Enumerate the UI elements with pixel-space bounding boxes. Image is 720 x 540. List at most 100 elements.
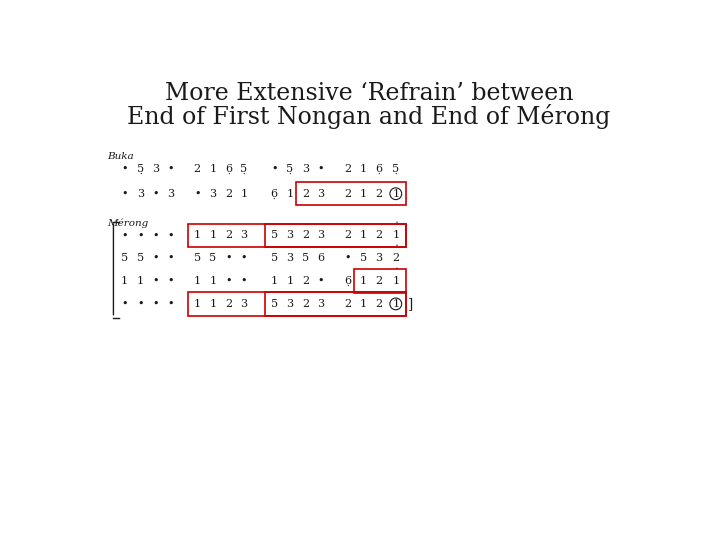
Text: 1: 1 <box>210 276 216 286</box>
Text: 3: 3 <box>137 188 144 199</box>
Text: •: • <box>152 188 158 199</box>
Text: 3: 3 <box>167 188 174 199</box>
Text: •: • <box>122 164 128 174</box>
Text: 6̣: 6̣ <box>225 164 232 174</box>
Text: 6̣: 6̣ <box>376 164 382 174</box>
Text: 1: 1 <box>360 276 367 286</box>
Text: 1: 1 <box>392 276 400 286</box>
Text: 3: 3 <box>210 188 216 199</box>
Text: 5̣: 5̣ <box>392 164 400 174</box>
Text: 3: 3 <box>318 230 325 240</box>
Text: •: • <box>168 230 174 240</box>
Text: 2: 2 <box>194 164 201 174</box>
Text: •: • <box>168 276 174 286</box>
Text: 1: 1 <box>240 188 248 199</box>
Text: 5: 5 <box>137 253 144 263</box>
Text: 5̣: 5̣ <box>137 164 144 174</box>
Text: 1: 1 <box>392 299 400 309</box>
Text: 3: 3 <box>302 164 309 174</box>
Text: 5̣: 5̣ <box>287 164 293 174</box>
Text: 3: 3 <box>318 299 325 309</box>
Text: ˆ: ˆ <box>394 268 397 276</box>
Text: 1: 1 <box>194 230 201 240</box>
Text: 1: 1 <box>360 188 367 199</box>
Text: •: • <box>168 253 174 263</box>
Text: 5: 5 <box>210 253 216 263</box>
Bar <box>265 292 406 315</box>
Text: •: • <box>345 253 351 263</box>
Text: 5: 5 <box>194 253 201 263</box>
Text: 2: 2 <box>392 253 400 263</box>
Text: •: • <box>168 164 174 174</box>
Text: 1: 1 <box>287 276 293 286</box>
Text: 2: 2 <box>302 230 309 240</box>
Text: 3: 3 <box>376 253 382 263</box>
Text: •: • <box>240 276 247 286</box>
Bar <box>188 224 406 247</box>
Text: •: • <box>152 230 158 240</box>
Text: 3: 3 <box>240 230 248 240</box>
Text: 1: 1 <box>194 276 201 286</box>
Text: 1: 1 <box>121 276 128 286</box>
Text: 6: 6 <box>318 253 325 263</box>
Text: 2: 2 <box>302 299 309 309</box>
Text: 1: 1 <box>392 230 400 240</box>
Text: •: • <box>225 276 232 286</box>
Text: 6̣: 6̣ <box>344 276 351 286</box>
Text: ]: ] <box>408 297 413 311</box>
Text: 6̣: 6̣ <box>271 188 278 199</box>
Text: 1: 1 <box>210 230 216 240</box>
Text: 1: 1 <box>360 230 367 240</box>
Text: Buka: Buka <box>107 152 133 161</box>
Text: 3: 3 <box>318 188 325 199</box>
Text: 2: 2 <box>376 230 382 240</box>
Text: ˆ: ˆ <box>394 245 397 253</box>
Text: 3: 3 <box>152 164 159 174</box>
Text: 2: 2 <box>225 188 232 199</box>
Bar <box>297 182 406 205</box>
Text: •: • <box>122 299 128 309</box>
Text: 3: 3 <box>287 299 293 309</box>
Text: Mérong: Mérong <box>107 218 148 227</box>
Text: •: • <box>318 276 324 286</box>
Text: 1: 1 <box>137 276 144 286</box>
Text: 2: 2 <box>344 299 351 309</box>
Text: 1: 1 <box>210 299 216 309</box>
Text: 1: 1 <box>287 188 293 199</box>
Text: 2: 2 <box>225 230 232 240</box>
Text: •: • <box>152 253 158 263</box>
Text: 5: 5 <box>271 299 278 309</box>
Bar <box>354 269 406 293</box>
Text: •: • <box>137 230 143 240</box>
Text: More Extensive ‘Refrain’ between: More Extensive ‘Refrain’ between <box>165 83 573 105</box>
Text: 1: 1 <box>360 164 367 174</box>
Text: ˆ: ˆ <box>394 222 397 230</box>
Bar <box>188 292 406 315</box>
Text: 1: 1 <box>360 299 367 309</box>
Text: 5̣: 5̣ <box>240 164 248 174</box>
Text: 2: 2 <box>376 188 382 199</box>
Text: 2: 2 <box>344 164 351 174</box>
Text: •: • <box>240 253 247 263</box>
Text: •: • <box>152 299 158 309</box>
Text: 2: 2 <box>376 276 382 286</box>
Text: 2: 2 <box>225 299 232 309</box>
Text: •: • <box>271 164 277 174</box>
Text: •: • <box>168 299 174 309</box>
Text: 5: 5 <box>271 230 278 240</box>
Text: •: • <box>318 164 324 174</box>
Text: •: • <box>122 188 128 199</box>
Text: 5: 5 <box>271 253 278 263</box>
Text: End of First Nongan and End of Mérong: End of First Nongan and End of Mérong <box>127 104 611 129</box>
Text: 2: 2 <box>376 299 382 309</box>
Text: 1: 1 <box>392 188 400 199</box>
Text: 1: 1 <box>210 164 216 174</box>
Text: 5: 5 <box>302 253 309 263</box>
Text: •: • <box>122 230 128 240</box>
Text: 2: 2 <box>344 188 351 199</box>
Text: •: • <box>194 188 200 199</box>
Text: 3: 3 <box>287 230 293 240</box>
Text: •: • <box>225 253 232 263</box>
Text: 1: 1 <box>271 276 278 286</box>
Bar <box>265 224 406 247</box>
